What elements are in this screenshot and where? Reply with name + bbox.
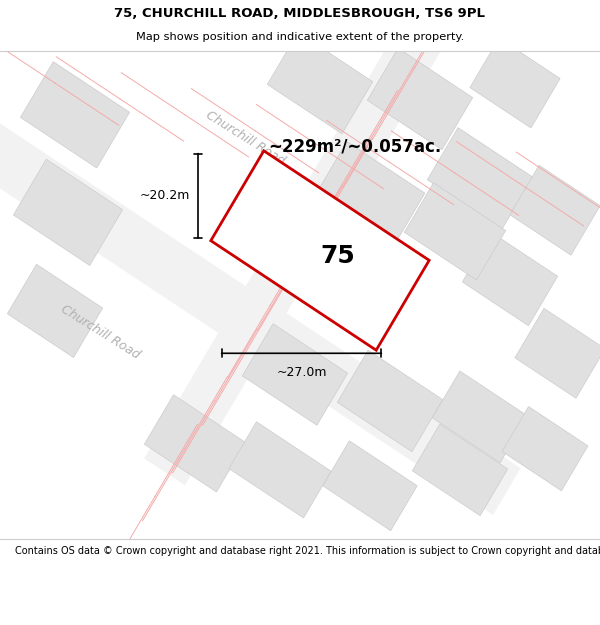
Polygon shape — [268, 32, 373, 134]
Polygon shape — [20, 62, 130, 168]
Polygon shape — [412, 424, 508, 516]
Polygon shape — [404, 183, 506, 280]
Polygon shape — [367, 48, 473, 150]
Text: Contains OS data © Crown copyright and database right 2021. This information is : Contains OS data © Crown copyright and d… — [15, 546, 600, 556]
Polygon shape — [323, 441, 417, 531]
Text: Churchill Road: Churchill Road — [203, 109, 287, 168]
Polygon shape — [211, 151, 429, 350]
Text: ~229m²/~0.057ac.: ~229m²/~0.057ac. — [268, 138, 442, 156]
Text: Churchill Road: Churchill Road — [58, 302, 142, 362]
Text: 75, CHURCHILL ROAD, MIDDLESBROUGH, TS6 9PL: 75, CHURCHILL ROAD, MIDDLESBROUGH, TS6 9… — [115, 8, 485, 21]
Polygon shape — [0, 75, 521, 515]
Polygon shape — [144, 0, 556, 485]
Polygon shape — [433, 371, 527, 462]
Polygon shape — [427, 127, 533, 229]
Polygon shape — [315, 141, 425, 247]
Polygon shape — [463, 232, 557, 326]
Polygon shape — [229, 422, 331, 518]
Polygon shape — [515, 308, 600, 398]
Text: ~27.0m: ~27.0m — [276, 366, 327, 379]
Polygon shape — [13, 159, 122, 266]
Polygon shape — [337, 350, 443, 452]
Text: ~20.2m: ~20.2m — [140, 189, 190, 202]
Polygon shape — [145, 395, 245, 492]
Polygon shape — [470, 38, 560, 128]
Text: 75: 75 — [320, 244, 355, 268]
Polygon shape — [510, 165, 600, 255]
Polygon shape — [502, 406, 588, 491]
Polygon shape — [7, 264, 103, 358]
Text: Map shows position and indicative extent of the property.: Map shows position and indicative extent… — [136, 32, 464, 43]
Polygon shape — [242, 324, 347, 425]
